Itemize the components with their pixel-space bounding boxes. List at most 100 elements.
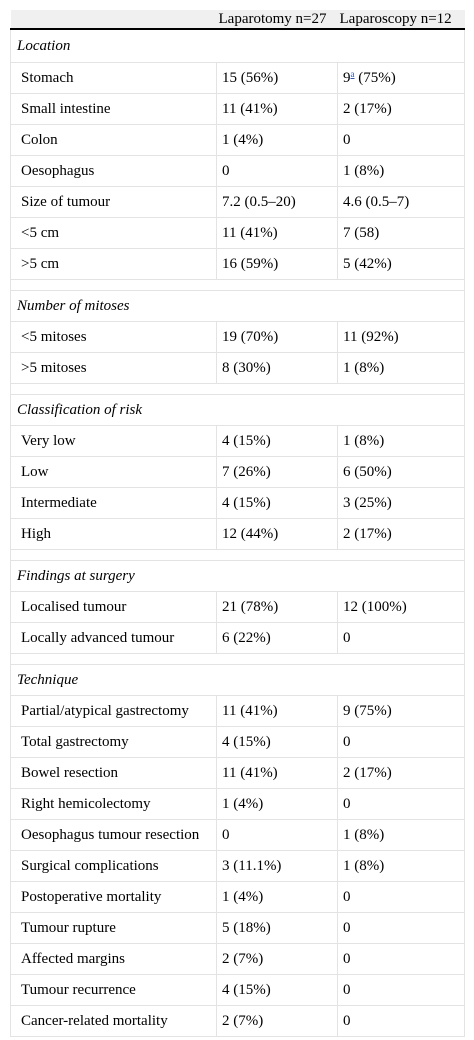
table-row: Tumour recurrence 4 (15%) 0 bbox=[10, 974, 465, 1006]
laparotomy-value: 15 (56%) bbox=[216, 62, 338, 94]
row-label: Low bbox=[10, 456, 217, 488]
spacer-cell bbox=[10, 383, 465, 395]
footnote-link[interactable]: a bbox=[350, 69, 355, 79]
header-empty-cell bbox=[10, 10, 217, 30]
laparotomy-value: 3 (11.1%) bbox=[216, 850, 338, 882]
row-label: Small intestine bbox=[10, 93, 217, 125]
laparotomy-value: 4 (15%) bbox=[216, 726, 338, 758]
row-label: Bowel resection bbox=[10, 757, 217, 789]
laparotomy-value: 4 (15%) bbox=[216, 425, 338, 457]
laparotomy-value: 0 bbox=[216, 819, 338, 851]
laparoscopy-value: 0 bbox=[337, 124, 465, 156]
laparotomy-value: 1 (4%) bbox=[216, 788, 338, 820]
laparoscopy-value: 0 bbox=[337, 788, 465, 820]
spacer-cell bbox=[10, 279, 465, 291]
section-title: Location bbox=[10, 29, 465, 63]
table-row: <5 cm 11 (41%) 7 (58) bbox=[10, 217, 465, 249]
row-label: Postoperative mortality bbox=[10, 881, 217, 913]
table-row: Size of tumour 7.2 (0.5–20) 4.6 (0.5–7) bbox=[10, 186, 465, 218]
table-row: Oesophagus 0 1 (8%) bbox=[10, 155, 465, 187]
row-label: Colon bbox=[10, 124, 217, 156]
row-label: Locally advanced tumour bbox=[10, 622, 217, 654]
table-row: Localised tumour 21 (78%) 12 (100%) bbox=[10, 591, 465, 623]
row-label: Oesophagus bbox=[10, 155, 217, 187]
laparotomy-value: 11 (41%) bbox=[216, 217, 338, 249]
laparoscopy-value: 0 bbox=[337, 881, 465, 913]
laparotomy-value: 8 (30%) bbox=[216, 352, 338, 384]
table-row: Total gastrectomy 4 (15%) 0 bbox=[10, 726, 465, 758]
table-header: Laparotomy n=27 Laparoscopy n=12 bbox=[10, 10, 465, 30]
table-row: Partial/atypical gastrectomy 11 (41%) 9 (7… bbox=[10, 695, 465, 727]
section-title: Classification of risk bbox=[10, 394, 465, 426]
row-label: Size of tumour bbox=[10, 186, 217, 218]
laparotomy-value: 19 (70%) bbox=[216, 321, 338, 353]
header-laparoscopy: Laparoscopy n=12 bbox=[337, 10, 465, 30]
laparotomy-value: 11 (41%) bbox=[216, 93, 338, 125]
laparoscopy-value: 2 (17%) bbox=[337, 518, 465, 550]
laparotomy-value: 2 (7%) bbox=[216, 943, 338, 975]
table-row: Colon 1 (4%) 0 bbox=[10, 124, 465, 156]
laparoscopy-value: 1 (8%) bbox=[337, 850, 465, 882]
laparoscopy-value: 0 bbox=[337, 943, 465, 975]
section-spacer bbox=[10, 653, 465, 665]
section-spacer bbox=[10, 383, 465, 395]
laparoscopy-value: 0 bbox=[337, 912, 465, 944]
laparotomy-value: 0 bbox=[216, 155, 338, 187]
row-label: Right hemicolectomy bbox=[10, 788, 217, 820]
row-label: <5 cm bbox=[10, 217, 217, 249]
laparotomy-value: 2 (7%) bbox=[216, 1005, 338, 1037]
laparotomy-value: 6 (22%) bbox=[216, 622, 338, 654]
table-row: <5 mitoses 19 (70%) 11 (92%) bbox=[10, 321, 465, 353]
comparison-table: Laparotomy n=27 Laparoscopy n=12 Locatio… bbox=[10, 10, 465, 1037]
laparotomy-value: 4 (15%) bbox=[216, 974, 338, 1006]
table-row: Right hemicolectomy 1 (4%) 0 bbox=[10, 788, 465, 820]
laparoscopy-value: 9 (75%) bbox=[337, 695, 465, 727]
laparotomy-value: 7 (26%) bbox=[216, 456, 338, 488]
row-label: >5 mitoses bbox=[10, 352, 217, 384]
row-label: Tumour rupture bbox=[10, 912, 217, 944]
row-label: Intermediate bbox=[10, 487, 217, 519]
laparoscopy-value: 0 bbox=[337, 1005, 465, 1037]
laparoscopy-value: 7 (58) bbox=[337, 217, 465, 249]
row-label: Oesophagus tumour resection bbox=[10, 819, 217, 851]
table-row: Intermediate 4 (15%) 3 (25%) bbox=[10, 487, 465, 519]
laparoscopy-value: 12 (100%) bbox=[337, 591, 465, 623]
laparoscopy-value: 3 (25%) bbox=[337, 487, 465, 519]
row-label: Partial/atypical gastrectomy bbox=[10, 695, 217, 727]
table-row: Locally advanced tumour 6 (22%) 0 bbox=[10, 622, 465, 654]
table-row: Small intestine 11 (41%) 2 (17%) bbox=[10, 93, 465, 125]
table-row: Tumour rupture 5 (18%) 0 bbox=[10, 912, 465, 944]
laparotomy-value: 1 (4%) bbox=[216, 881, 338, 913]
laparotomy-value: 5 (18%) bbox=[216, 912, 338, 944]
table-body: Location Stomach 15 (56%) 9a (75%) Small int… bbox=[10, 29, 465, 1037]
laparoscopy-value: 11 (92%) bbox=[337, 321, 465, 353]
laparoscopy-value: 1 (8%) bbox=[337, 352, 465, 384]
laparotomy-value: 1 (4%) bbox=[216, 124, 338, 156]
table-row: >5 mitoses 8 (30%) 1 (8%) bbox=[10, 352, 465, 384]
table-row: Bowel resection 11 (41%) 2 (17%) bbox=[10, 757, 465, 789]
row-label: Cancer-related mortality bbox=[10, 1005, 217, 1037]
row-label: Total gastrectomy bbox=[10, 726, 217, 758]
spacer-cell bbox=[10, 549, 465, 561]
table-row: Affected margins 2 (7%) 0 bbox=[10, 943, 465, 975]
laparoscopy-value: 0 bbox=[337, 622, 465, 654]
table-row: Stomach 15 (56%) 9a (75%) bbox=[10, 62, 465, 94]
table-row: Low 7 (26%) 6 (50%) bbox=[10, 456, 465, 488]
table-row: Very low 4 (15%) 1 (8%) bbox=[10, 425, 465, 457]
laparoscopy-value: 0 bbox=[337, 974, 465, 1006]
laparotomy-value: 21 (78%) bbox=[216, 591, 338, 623]
laparoscopy-value: 9a (75%) bbox=[337, 62, 465, 94]
laparotomy-value: 11 (41%) bbox=[216, 695, 338, 727]
laparoscopy-value: 5 (42%) bbox=[337, 248, 465, 280]
table-row: Oesophagus tumour resection 0 1 (8%) bbox=[10, 819, 465, 851]
laparoscopy-value: 6 (50%) bbox=[337, 456, 465, 488]
table-row: Cancer-related mortality 2 (7%) 0 bbox=[10, 1005, 465, 1037]
section-title: Technique bbox=[10, 664, 465, 696]
table-row: High 12 (44%) 2 (17%) bbox=[10, 518, 465, 550]
laparoscopy-value: 2 (17%) bbox=[337, 757, 465, 789]
table-row: Postoperative mortality 1 (4%) 0 bbox=[10, 881, 465, 913]
section-title: Number of mitoses bbox=[10, 290, 465, 322]
comparison-table-container: Laparotomy n=27 Laparoscopy n=12 Locatio… bbox=[10, 10, 465, 1037]
row-label: High bbox=[10, 518, 217, 550]
laparoscopy-value: 2 (17%) bbox=[337, 93, 465, 125]
